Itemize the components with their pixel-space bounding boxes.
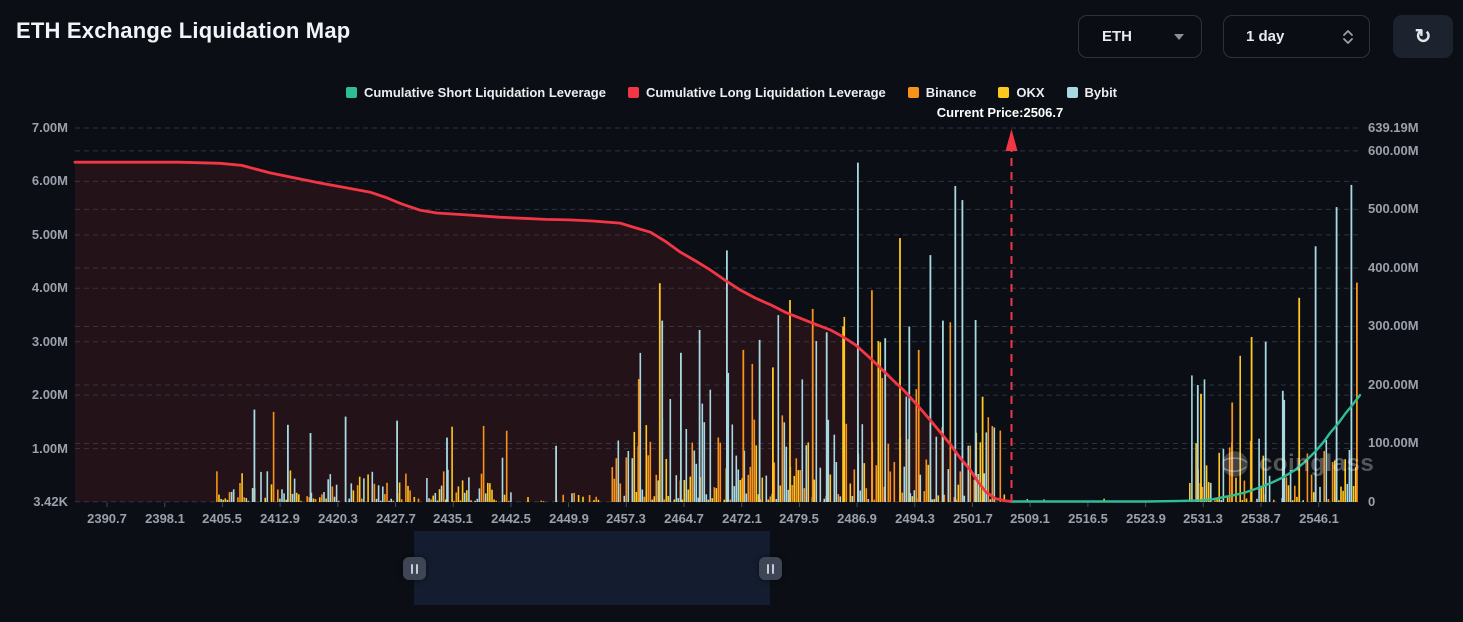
x-axis-tick: 2442.5 (491, 511, 531, 526)
legend-item-okx[interactable]: OKX (998, 85, 1045, 100)
x-axis-tick: 2479.5 (779, 511, 819, 526)
x-axis-tick: 2546.1 (1299, 511, 1339, 526)
x-axis-tick: 2486.9 (837, 511, 877, 526)
x-axis-tick: 2531.3 (1183, 511, 1223, 526)
zoom-brush[interactable] (403, 531, 782, 605)
page-title: ETH Exchange Liquidation Map (16, 18, 351, 43)
interval-stepper[interactable]: 1 day (1223, 15, 1370, 58)
long-liquidation-line (73, 160, 1013, 503)
x-axis-tick: 2494.3 (895, 511, 935, 526)
legend-label: Bybit (1084, 85, 1118, 100)
x-axis-tick: 2523.9 (1126, 511, 1166, 526)
short-liquidation-line (1010, 393, 1362, 503)
legend-swatch-icon (1066, 87, 1078, 98)
left-axis-tick: 6.00M (31, 173, 68, 188)
left-axis-tick: 3.42K (33, 494, 68, 509)
chart-legend: Cumulative Short Liquidation Leverage Cum… (0, 85, 1463, 100)
left-axis-tick: 4.00M (31, 280, 68, 295)
x-axis-tick: 2420.3 (318, 511, 358, 526)
left-axis-tick: 1.00M (31, 441, 68, 456)
legend-item-binance[interactable]: Binance (907, 85, 977, 100)
symbol-select[interactable]: ETH (1078, 15, 1202, 58)
current-price-marker (1005, 129, 1018, 502)
refresh-button[interactable]: ↻ (1393, 15, 1453, 58)
refresh-icon: ↻ (1414, 26, 1432, 48)
right-axis-tick: 300.00M (1368, 318, 1419, 333)
right-axis-tick: 400.00M (1368, 260, 1419, 275)
x-axis-tick: 2509.1 (1010, 511, 1050, 526)
right-axis-tick: 200.00M (1368, 377, 1419, 392)
x-axis-tick: 2501.7 (953, 511, 993, 526)
legend-label: Binance (925, 85, 977, 100)
x-axis-tick: 2516.5 (1068, 511, 1108, 526)
symbol-select-value: ETH (1102, 28, 1132, 45)
x-axis-tick: 2398.1 (145, 511, 185, 526)
brush-left-handle[interactable] (403, 557, 426, 580)
stepper-arrows-icon (1343, 29, 1353, 44)
chevron-down-icon (1174, 33, 1184, 40)
right-axis-tick: 0 (1368, 494, 1376, 509)
legend-label: Cumulative Short Liquidation Leverage (363, 85, 606, 100)
x-axis-tick: 2472.1 (722, 511, 762, 526)
left-axis-tick: 2.00M (31, 387, 68, 402)
legend-item-cumulative-long-liquidation-leverage[interactable]: Cumulative Long Liquidation Leverage (627, 85, 886, 100)
legend-swatch-icon (998, 87, 1010, 98)
legend-swatch-icon (627, 87, 639, 98)
legend-label: Cumulative Long Liquidation Leverage (645, 85, 886, 100)
left-axis-tick: 3.00M (31, 334, 68, 349)
legend-swatch-icon (907, 87, 919, 98)
long-area-fill (75, 162, 1012, 502)
brush-right-handle[interactable] (759, 557, 782, 580)
x-axis-tick: 2412.9 (260, 511, 300, 526)
left-axis-tick: 5.00M (31, 227, 68, 242)
right-axis-tick: 500.00M (1368, 201, 1419, 216)
x-axis-tick: 2464.7 (664, 511, 704, 526)
x-axis-tick: 2435.1 (433, 511, 473, 526)
right-axis-tick: 639.19M (1368, 120, 1419, 135)
x-axis-tick: 2457.3 (606, 511, 646, 526)
legend-label: OKX (1016, 85, 1045, 100)
x-axis-tick: 2449.9 (549, 511, 589, 526)
x-axis-tick: 2427.7 (376, 511, 416, 526)
right-axis-tick: 100.00M (1368, 435, 1419, 450)
liquidation-bars (216, 162, 1358, 502)
legend-item-bybit[interactable]: Bybit (1066, 85, 1118, 100)
right-axis-tick: 600.00M (1368, 143, 1419, 158)
x-axis-tick: 2538.7 (1241, 511, 1281, 526)
legend-item-cumulative-short-liquidation-leverage[interactable]: Cumulative Short Liquidation Leverage (345, 85, 606, 100)
x-axis-tick: 2405.5 (202, 511, 242, 526)
interval-value: 1 day (1246, 28, 1285, 45)
left-axis-tick: 7.00M (31, 120, 68, 135)
legend-swatch-icon (345, 87, 357, 98)
current-price-label: Current Price:2506.7 (936, 105, 1064, 120)
x-axis-tick: 2390.7 (87, 511, 127, 526)
x-tick-marks (106, 502, 1320, 507)
